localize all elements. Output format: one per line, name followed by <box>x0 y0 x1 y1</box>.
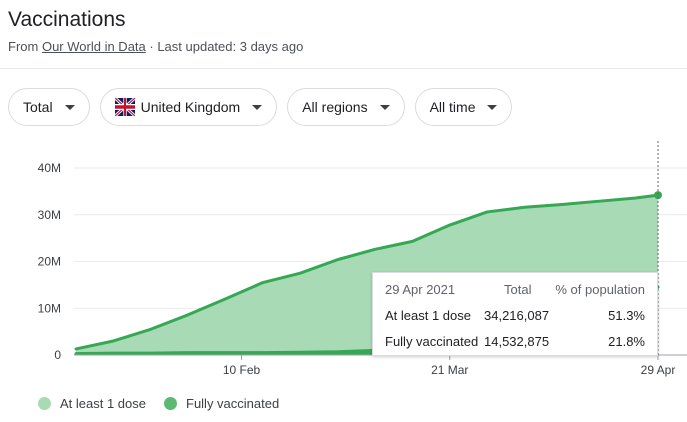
x-tick-label: 10 Feb <box>223 363 261 377</box>
filter-bar: Total United Kingdom All regions All tim… <box>8 88 513 126</box>
x-tick-label: 21 Mar <box>431 363 468 377</box>
chevron-down-icon <box>252 104 263 110</box>
regions-dropdown[interactable]: All regions <box>287 88 405 126</box>
y-tick-label: 10M <box>38 301 61 315</box>
source-prefix: From <box>8 39 39 54</box>
tooltip-row-full: Fully vaccinated 14,532,875 21.8% <box>373 334 657 352</box>
tooltip-row-label: At least 1 dose <box>385 308 471 323</box>
y-tick-label: 0 <box>54 348 61 362</box>
tooltip-row-dose1: At least 1 dose 34,216,087 51.3% <box>373 308 657 326</box>
tooltip-col-total: Total <box>504 282 532 297</box>
tooltip-date: 29 Apr 2021 <box>385 282 456 297</box>
tooltip-row-label: Fully vaccinated <box>385 334 479 349</box>
time-range-dropdown-label: All time <box>429 99 476 115</box>
regions-dropdown-label: All regions <box>302 99 368 115</box>
x-tick-label: 29 Apr <box>641 363 676 377</box>
metric-dropdown[interactable]: Total <box>8 88 90 126</box>
last-updated-text: · Last updated: 3 days ago <box>149 39 304 54</box>
tooltip-col-pct: % of population <box>555 282 645 297</box>
tooltip-header-row: 29 Apr 2021 Total % of population <box>373 282 657 300</box>
y-tick-label: 40M <box>38 161 61 175</box>
tooltip-row-total: 34,216,087 <box>484 308 550 323</box>
legend-item-dose1[interactable]: At least 1 dose <box>38 396 146 411</box>
time-range-dropdown[interactable]: All time <box>414 88 513 126</box>
metric-dropdown-label: Total <box>23 99 53 115</box>
chevron-down-icon <box>379 104 390 110</box>
legend-swatch <box>38 397 51 410</box>
source-link[interactable]: Our World in Data <box>41 39 146 54</box>
legend-label: Fully vaccinated <box>186 396 280 411</box>
source-line: From Our World in Data · Last updated: 3… <box>8 39 303 54</box>
legend-label: At least 1 dose <box>60 396 146 411</box>
chevron-down-icon <box>487 104 498 110</box>
legend-item-full[interactable]: Fully vaccinated <box>164 396 279 411</box>
y-tick-label: 20M <box>38 255 61 269</box>
location-dropdown-label: United Kingdom <box>140 99 241 115</box>
uk-flag-icon <box>114 98 135 116</box>
chart-tooltip: 29 Apr 2021 Total % of population At lea… <box>372 272 658 356</box>
chevron-down-icon <box>64 104 75 110</box>
y-tick-label: 30M <box>38 208 61 222</box>
chart-legend: At least 1 dose Fully vaccinated <box>38 396 297 411</box>
page-title: Vaccinations <box>8 8 126 31</box>
tooltip-row-pct: 51.3% <box>608 308 645 323</box>
tooltip-row-total: 14,532,875 <box>484 334 550 349</box>
legend-swatch <box>164 397 177 410</box>
header-divider <box>0 68 687 69</box>
location-dropdown[interactable]: United Kingdom <box>99 88 278 126</box>
series-line <box>74 193 660 351</box>
series-point <box>654 191 662 200</box>
tooltip-row-pct: 21.8% <box>608 334 645 349</box>
